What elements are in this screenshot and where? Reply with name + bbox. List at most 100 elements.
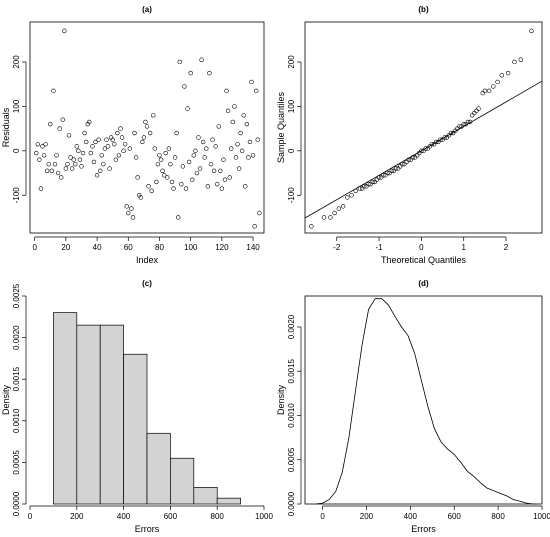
data-point bbox=[345, 195, 350, 200]
data-point bbox=[124, 204, 129, 209]
data-point bbox=[461, 121, 466, 127]
chart-title: (c) bbox=[142, 279, 152, 288]
histogram-bar bbox=[123, 353, 148, 505]
data-point bbox=[91, 159, 97, 165]
y-tick-label: 0.0000 bbox=[12, 491, 21, 516]
data-point bbox=[410, 155, 416, 160]
data-point bbox=[49, 168, 55, 174]
data-point bbox=[193, 148, 198, 154]
data-point bbox=[254, 88, 259, 94]
y-axis-label: Sample Quantiles bbox=[276, 91, 286, 163]
reference-line bbox=[304, 80, 543, 219]
data-point bbox=[309, 224, 314, 229]
data-point bbox=[213, 144, 218, 149]
y-tick-label: 100 bbox=[12, 99, 21, 113]
data-point bbox=[90, 144, 95, 149]
data-point bbox=[63, 166, 69, 171]
data-point bbox=[210, 137, 215, 142]
x-tick-label: 800 bbox=[491, 512, 505, 521]
data-point bbox=[52, 161, 58, 167]
data-point bbox=[118, 126, 123, 131]
data-point bbox=[205, 184, 211, 189]
chart-title: (d) bbox=[418, 279, 429, 288]
data-point bbox=[227, 175, 232, 180]
x-tick-label: 600 bbox=[448, 512, 462, 521]
data-point bbox=[34, 150, 39, 156]
data-point bbox=[229, 146, 234, 151]
data-point bbox=[68, 155, 73, 160]
data-point bbox=[38, 186, 44, 191]
x-tick-label: -2 bbox=[333, 243, 341, 252]
data-point bbox=[225, 108, 231, 114]
y-axis-label: Density bbox=[276, 384, 286, 415]
data-point bbox=[157, 153, 162, 158]
histogram-bar bbox=[99, 324, 124, 505]
y-tick-label: 0.0025 bbox=[12, 283, 21, 308]
x-tick-label: 0 bbox=[28, 512, 33, 521]
data-point bbox=[219, 186, 225, 191]
x-tick-label: 100 bbox=[184, 243, 198, 252]
data-point bbox=[204, 146, 209, 151]
data-point bbox=[55, 170, 61, 176]
data-point bbox=[190, 177, 195, 182]
data-point bbox=[147, 130, 153, 136]
data-point bbox=[448, 130, 454, 136]
y-tick-label: 200 bbox=[12, 55, 21, 69]
data-point bbox=[107, 166, 112, 171]
data-point bbox=[185, 106, 190, 111]
data-point bbox=[80, 150, 86, 156]
data-point bbox=[370, 179, 375, 185]
y-axis-label: Residuals bbox=[1, 107, 11, 147]
data-point bbox=[249, 79, 254, 85]
data-point bbox=[58, 175, 64, 180]
x-tick-label: 600 bbox=[164, 512, 178, 521]
data-point bbox=[152, 146, 158, 151]
histogram-bar bbox=[76, 324, 101, 505]
data-point bbox=[357, 186, 363, 191]
data-point bbox=[121, 148, 126, 154]
data-point bbox=[104, 137, 109, 142]
data-point bbox=[244, 121, 250, 127]
data-point bbox=[495, 79, 500, 85]
data-point bbox=[76, 148, 81, 154]
y-tick-label: 0.0010 bbox=[12, 408, 21, 433]
histogram-bar bbox=[193, 487, 218, 505]
x-tick-label: 80 bbox=[155, 243, 164, 252]
data-point bbox=[336, 206, 342, 211]
x-tick-label: 60 bbox=[124, 243, 133, 252]
data-point bbox=[166, 146, 172, 151]
data-point bbox=[208, 161, 214, 167]
data-point bbox=[241, 113, 246, 118]
data-point bbox=[499, 73, 504, 78]
data-point bbox=[366, 181, 371, 187]
data-point bbox=[376, 175, 382, 180]
data-point bbox=[433, 139, 439, 145]
data-point bbox=[406, 157, 411, 162]
data-point bbox=[143, 119, 148, 125]
data-point bbox=[41, 153, 47, 158]
data-point bbox=[438, 137, 443, 142]
data-point bbox=[135, 175, 140, 180]
data-point bbox=[171, 186, 176, 191]
data-point bbox=[105, 144, 111, 149]
x-tick-label: 120 bbox=[215, 243, 229, 252]
panel-a: (a) 0 20 40 60 80 100 120 140 Index -100 0 100 200 Res… bbox=[1, 5, 265, 265]
data-point bbox=[179, 181, 184, 187]
data-point bbox=[247, 139, 253, 145]
data-point bbox=[73, 161, 78, 167]
data-point bbox=[35, 141, 40, 147]
y-tick-label: -100 bbox=[12, 187, 21, 204]
data-point bbox=[374, 177, 380, 182]
data-point bbox=[243, 184, 248, 189]
data-point bbox=[221, 157, 226, 162]
data-point bbox=[115, 130, 120, 136]
data-point bbox=[151, 113, 156, 118]
data-point bbox=[218, 168, 223, 174]
plot-frame bbox=[304, 295, 543, 505]
data-point bbox=[353, 188, 358, 194]
data-point bbox=[469, 113, 475, 118]
data-point bbox=[216, 124, 221, 129]
x-tick-label: 200 bbox=[360, 512, 374, 521]
data-point bbox=[202, 155, 207, 160]
y-tick-label: 0.0020 bbox=[12, 325, 21, 350]
